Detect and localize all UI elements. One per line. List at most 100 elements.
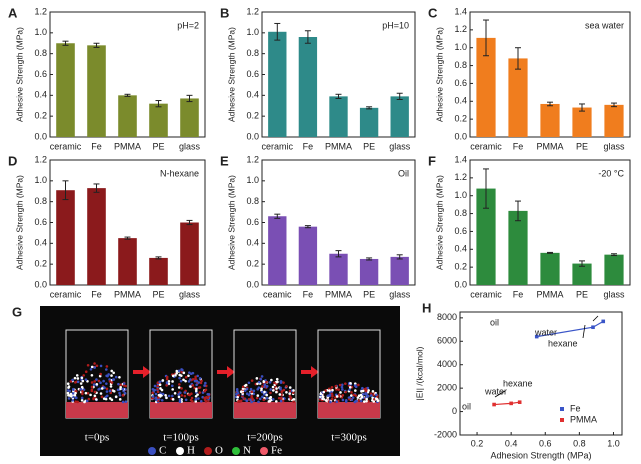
atom <box>279 399 283 403</box>
error-bar <box>515 200 521 222</box>
atom <box>247 393 251 397</box>
atom <box>89 393 92 397</box>
error-bar <box>335 93 342 99</box>
error-bar <box>124 93 131 97</box>
error-bar <box>186 219 193 226</box>
x-tick-label: PMMA <box>537 289 564 299</box>
x-tick-label: 0.4 <box>505 438 518 448</box>
x-tick-label: PMMA <box>537 141 564 151</box>
atom <box>161 379 165 382</box>
atom <box>178 400 182 403</box>
atom <box>153 384 157 388</box>
atom <box>348 386 352 389</box>
y-tick-label: 1.2 <box>34 6 47 16</box>
atom <box>183 394 187 398</box>
atom <box>258 397 262 401</box>
atom <box>348 396 351 399</box>
point <box>534 334 539 339</box>
x-tick-label: PMMA <box>325 141 352 151</box>
atom <box>157 396 160 399</box>
legend-dot <box>148 447 156 455</box>
atom <box>102 397 106 400</box>
atom <box>267 400 271 403</box>
atom <box>165 384 168 387</box>
atom <box>255 396 259 400</box>
atom <box>118 398 122 401</box>
bar <box>390 96 409 137</box>
atom <box>67 393 70 397</box>
x-tick-label: Fe <box>303 141 314 151</box>
atom <box>66 382 70 386</box>
x-tick-label: PE <box>363 141 375 151</box>
bar <box>268 216 287 285</box>
atom <box>269 391 272 395</box>
atom <box>235 392 238 396</box>
atom <box>171 380 174 383</box>
atom <box>81 390 84 393</box>
atom <box>100 387 104 390</box>
bar <box>540 252 560 285</box>
atom <box>178 391 182 395</box>
atom <box>335 400 339 404</box>
atom <box>79 382 83 385</box>
bar <box>298 37 318 137</box>
atom <box>104 368 108 371</box>
atom <box>271 389 275 392</box>
atom <box>374 397 378 400</box>
atom <box>89 367 93 371</box>
atom <box>100 395 104 399</box>
atom <box>340 383 344 387</box>
atom <box>261 395 264 399</box>
atom <box>151 391 154 395</box>
annotation: water <box>534 327 557 337</box>
x-tick-label: PE <box>363 289 375 299</box>
atom <box>90 381 94 384</box>
atom <box>72 388 75 392</box>
bar <box>572 263 592 285</box>
atom <box>348 388 351 391</box>
atom <box>178 398 182 402</box>
atom <box>344 382 347 385</box>
y-tick-label: 2000 <box>437 383 457 393</box>
error-bar <box>186 94 193 103</box>
atom <box>179 379 183 383</box>
atom <box>159 387 162 390</box>
error-bar <box>93 42 100 48</box>
atom <box>263 393 266 396</box>
annotation: pH=10 <box>382 20 409 30</box>
atom <box>105 394 109 398</box>
atom <box>90 365 94 369</box>
atom <box>262 398 266 402</box>
atom <box>350 391 353 394</box>
error-bar <box>155 100 162 108</box>
atom <box>353 382 357 385</box>
atom <box>285 385 288 388</box>
legend-swatch <box>560 407 564 411</box>
bar <box>268 31 287 138</box>
atom <box>257 386 261 389</box>
x-tick-label: glass <box>603 141 625 151</box>
atom <box>256 382 259 386</box>
atom <box>354 399 358 403</box>
atom <box>353 384 357 387</box>
atom <box>118 375 121 379</box>
atom <box>175 369 179 373</box>
y-tick-label: 0.2 <box>246 259 259 269</box>
bar <box>359 258 379 285</box>
legend-swatch <box>560 418 564 422</box>
atom <box>92 383 96 386</box>
atom <box>194 398 198 401</box>
bar <box>604 104 624 137</box>
atom <box>71 378 74 382</box>
atom <box>277 396 281 400</box>
x-tick-label: PMMA <box>325 289 352 299</box>
atom <box>354 394 358 397</box>
y-axis-label: Adhesive Strength (MPa) <box>226 27 236 122</box>
atom <box>360 395 364 399</box>
atom <box>122 389 125 393</box>
atom <box>86 379 89 383</box>
error-bar <box>579 260 585 267</box>
atom <box>282 381 285 384</box>
atom <box>83 400 86 404</box>
error-bar <box>124 236 131 240</box>
